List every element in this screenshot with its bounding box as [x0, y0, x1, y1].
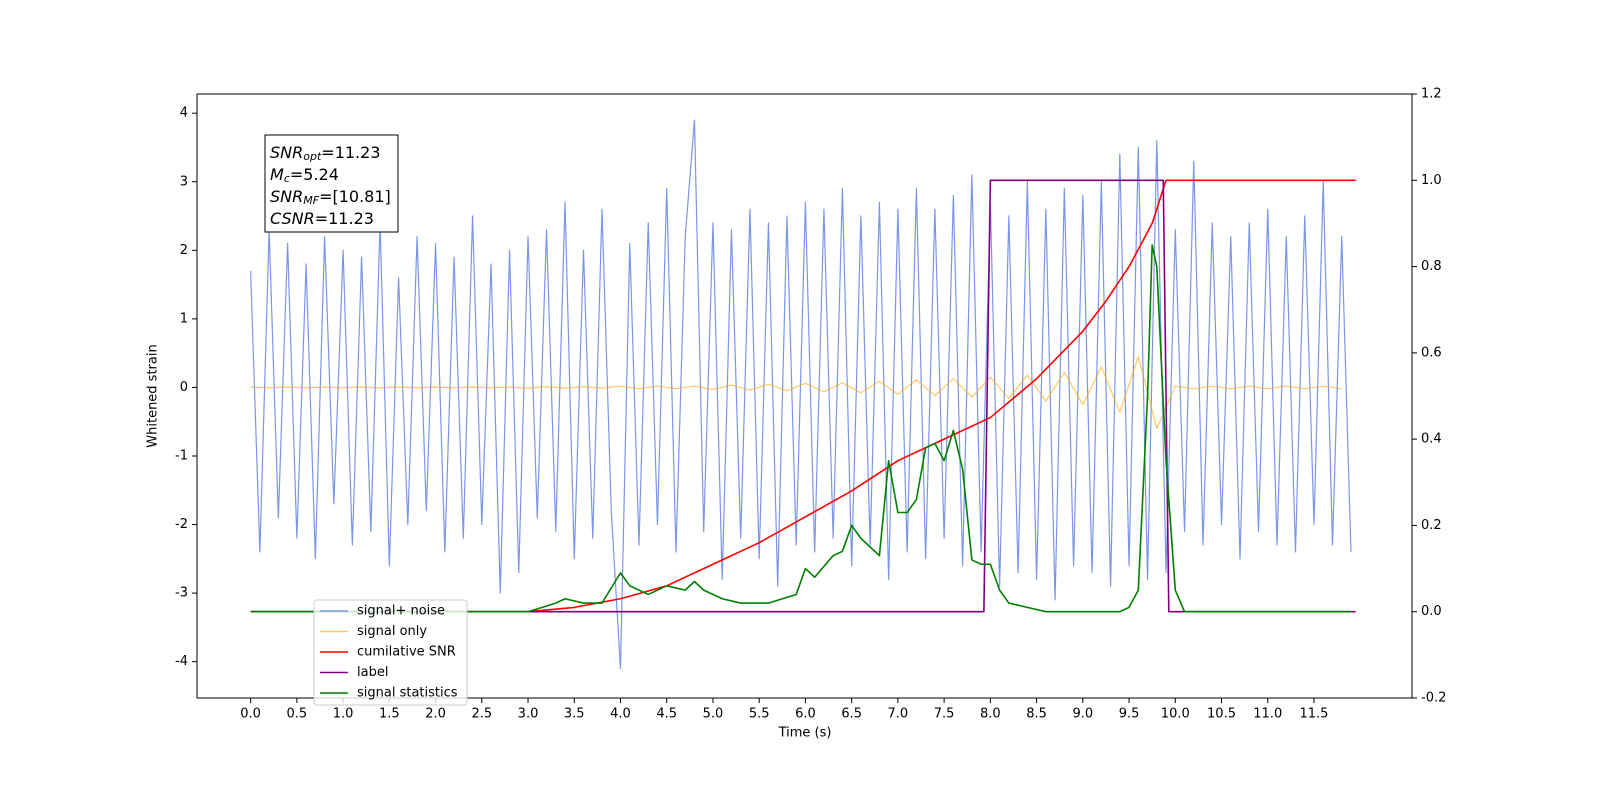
x-tick-label: 11.0 — [1253, 707, 1282, 722]
y-tick-label: 1 — [180, 311, 188, 326]
x-tick-label: 3.0 — [518, 707, 539, 722]
annotation-sub: MF — [303, 194, 319, 207]
y-tick-label: -3 — [175, 586, 188, 601]
annotation-main: SNR — [270, 143, 303, 162]
annotation-main: CSNR — [270, 209, 315, 228]
annotation-frame — [264, 134, 399, 233]
x-tick-label: 1.0 — [333, 707, 354, 722]
annotation-sub: c — [284, 172, 290, 185]
y-tick-label: -2 — [175, 517, 188, 532]
x-tick-label: 3.5 — [564, 707, 585, 722]
legend-label: cumilative SNR — [357, 645, 456, 660]
y2-tick-label: 0.6 — [1421, 345, 1442, 360]
legend: signal+ noise signal only cumilative SNR la… — [313, 599, 468, 706]
x-tick-label: 9.0 — [1072, 707, 1093, 722]
x-tick-label: 11.5 — [1300, 707, 1329, 722]
y-tick-label: 4 — [180, 106, 188, 121]
y-tick-label: 2 — [180, 243, 188, 258]
x-tick-label: 0.0 — [240, 707, 261, 722]
axes-frame — [196, 93, 1413, 699]
x-tick-label: 10.5 — [1207, 707, 1236, 722]
plot-area — [250, 119, 1356, 670]
y2-tick-label: 1.2 — [1421, 87, 1442, 102]
y2-tick-label: 0.0 — [1421, 604, 1442, 619]
annotation: CSNR=11.23 — [270, 209, 374, 228]
x-tick-label: 5.0 — [703, 707, 724, 722]
x-tick-label: 1.5 — [379, 707, 400, 722]
x-tick-label: 7.5 — [934, 707, 955, 722]
x-tick-label: 4.5 — [656, 707, 677, 722]
x-tick-label: 8.5 — [1026, 707, 1047, 722]
x-tick-label: 2.0 — [425, 707, 446, 722]
legend-frame — [313, 599, 468, 706]
annotation-rest: =5.24 — [290, 165, 339, 184]
x-tick-label: 6.5 — [841, 707, 862, 722]
y-tick-label: 3 — [180, 174, 188, 189]
annotation-rest: =11.23 — [321, 143, 380, 162]
x-tick-label: 10.0 — [1161, 707, 1190, 722]
x-tick-label: 8.0 — [980, 707, 1001, 722]
y2-tick-label: 0.2 — [1421, 518, 1442, 533]
y2-tick-label: -0.2 — [1421, 691, 1446, 706]
annotation-sub: opt — [303, 150, 322, 163]
y-tick-label: -1 — [175, 448, 188, 463]
y2-tick-label: 0.8 — [1421, 259, 1442, 274]
annotation: SNRMF=[10.81] — [270, 187, 391, 208]
legend-label: signal statistics — [357, 686, 458, 701]
legend-label: signal only — [357, 624, 427, 639]
y2-tick-label: 0.4 — [1421, 432, 1442, 447]
x-tick-label: 0.5 — [287, 707, 308, 722]
annotation-main: SNR — [270, 187, 303, 206]
y-axis-label: Whitened strain — [146, 344, 161, 447]
annotation-main: M — [270, 165, 284, 184]
annotation-box: SNRopt=11.23Mc=5.24SNRMF=[10.81]CSNR=11.… — [264, 134, 399, 233]
legend-label: signal+ noise — [357, 604, 445, 619]
x-tick-label: 7.0 — [888, 707, 909, 722]
x-tick-label: 4.0 — [610, 707, 631, 722]
y-tick-label: -4 — [175, 654, 188, 669]
annotation: SNRopt=11.23 — [270, 143, 381, 164]
x-tick-label: 6.0 — [795, 707, 816, 722]
series-line — [250, 244, 1351, 613]
annotation-rest: =11.23 — [315, 209, 374, 228]
legend-label: label — [357, 665, 388, 680]
x-tick-label: 9.5 — [1119, 707, 1140, 722]
y2-tick-label: 1.0 — [1421, 173, 1442, 188]
x-tick-label: 5.5 — [749, 707, 770, 722]
annotation: Mc=5.24 — [270, 165, 339, 186]
x-axis-label: Time (s) — [778, 726, 832, 741]
series-line — [250, 179, 1356, 613]
annotation-rest: =[10.81] — [319, 187, 391, 206]
y-tick-label: 0 — [180, 380, 188, 395]
series-line — [250, 355, 1342, 430]
x-tick-label: 2.5 — [471, 707, 492, 722]
